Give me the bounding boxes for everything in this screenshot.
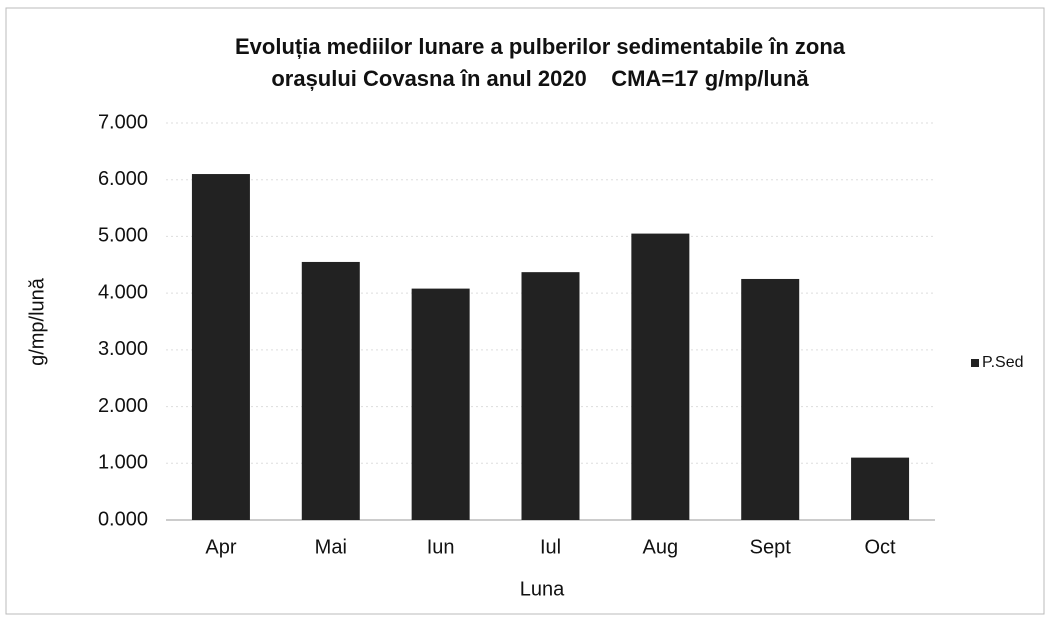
- bar: [851, 457, 910, 520]
- x-tick-label: Mai: [315, 536, 347, 558]
- y-axis-label: g/mp/lună: [26, 277, 48, 366]
- y-tick-label: 6.000: [98, 168, 148, 190]
- x-tick-label: Iun: [427, 536, 455, 558]
- x-tick-label: Sept: [750, 536, 792, 558]
- bar: [411, 288, 470, 520]
- y-tick-label: 7.000: [98, 111, 148, 133]
- legend-label: P.Sed: [982, 354, 1024, 371]
- x-tick-label: Apr: [205, 536, 236, 558]
- x-tick-label: Oct: [865, 536, 897, 558]
- bar: [631, 233, 690, 521]
- legend-swatch: [971, 359, 979, 367]
- y-tick-label: 5.000: [98, 225, 148, 247]
- bar: [301, 261, 360, 520]
- y-tick-label: 4.000: [98, 281, 148, 303]
- bar: [521, 272, 580, 520]
- x-tick-label: Iul: [540, 536, 561, 558]
- bar: [741, 278, 800, 520]
- chart-title: orașului Covasna în anul 2020 CMA=17 g/m…: [271, 66, 809, 91]
- bar: [191, 174, 250, 521]
- y-tick-label: 0.000: [98, 508, 148, 530]
- x-tick-label: Aug: [643, 536, 679, 558]
- chart-title: Evoluția mediilor lunare a pulberilor se…: [235, 34, 846, 59]
- x-axis-label: Luna: [520, 578, 565, 600]
- y-tick-label: 1.000: [98, 452, 148, 474]
- y-tick-label: 2.000: [98, 395, 148, 417]
- y-tick-label: 3.000: [98, 338, 148, 360]
